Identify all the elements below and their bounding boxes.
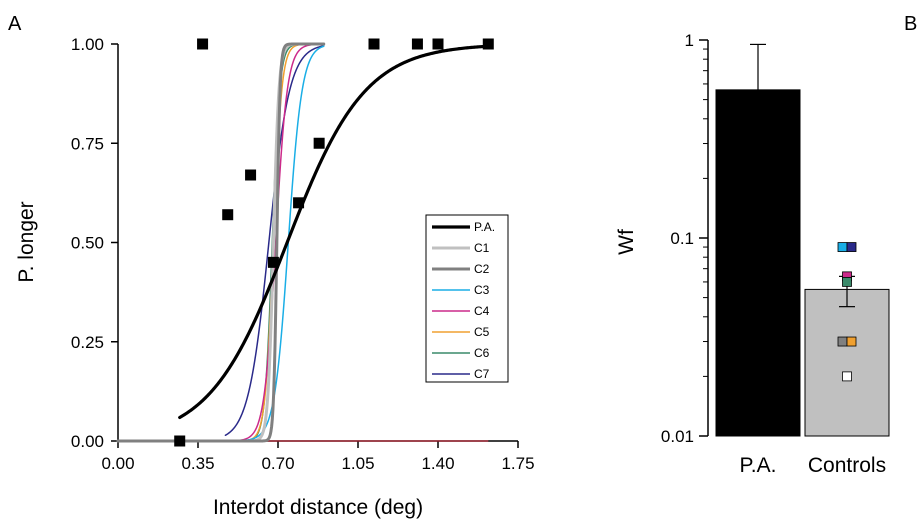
- y-axis-title-b: Wf: [615, 229, 638, 255]
- legend-label: P.A.: [474, 220, 495, 234]
- data-point-a: [174, 435, 186, 447]
- data-point-a: [411, 38, 423, 50]
- legend-a: P.A. C1 C2 C3 C4 C5 C6 C7: [425, 214, 509, 383]
- data-point-a: [432, 38, 444, 50]
- ticks-b: 0.01 0.1 1: [661, 31, 708, 446]
- x-tick-label-a: 0.00: [101, 454, 134, 473]
- series-line-pa: [178, 44, 490, 420]
- legend-label: C1: [474, 241, 490, 255]
- data-point-a: [313, 137, 325, 149]
- data-point-a: [197, 38, 209, 50]
- y-tick-label-b: 1: [685, 31, 694, 50]
- lines-a: [116, 42, 490, 443]
- bars-b: P.A. Controls: [715, 43, 890, 477]
- points-a: [174, 38, 494, 447]
- x-tick-label-a: 1.40: [421, 454, 454, 473]
- series-line-c2: [116, 42, 326, 443]
- y-tick-label-a: 0.50: [71, 234, 104, 253]
- x-axis-title-a: Interdot distance (deg): [213, 496, 423, 519]
- legend-label: C2: [474, 262, 490, 276]
- control-point: [846, 336, 857, 347]
- panel-letter-a: A: [8, 13, 22, 35]
- y-tick-label-a: 0.75: [71, 134, 104, 153]
- x-tick-label-a: 0.70: [261, 454, 294, 473]
- data-point-a: [222, 209, 234, 221]
- points-b: [837, 242, 857, 382]
- y-tick-label-a: 1.00: [71, 35, 104, 54]
- data-point-a: [482, 38, 494, 50]
- y-axis-title-a: P. longer: [15, 201, 38, 282]
- y-tick-label-b: 0.1: [670, 229, 694, 248]
- control-point: [846, 242, 857, 252]
- x-tick-label-a: 0.35: [181, 454, 214, 473]
- panel-a: 0.00 0.35 0.70 1.05 1.40 1.75 0.00 0.25 0.50 0.75…: [15, 35, 535, 519]
- x-category-label-b: P.A.: [740, 454, 777, 477]
- data-point-a: [267, 256, 279, 268]
- legend-box: [425, 214, 509, 383]
- legend-label: C5: [474, 325, 490, 339]
- data-point-a: [368, 38, 380, 50]
- y-tick-label-a: 0.25: [71, 333, 104, 352]
- control-point: [842, 277, 852, 287]
- panel-b: 0.01 0.1 1 P.A. Controls Wf: [615, 31, 890, 477]
- y-tick-label-b: 0.01: [661, 427, 694, 446]
- ticks-a: 0.00 0.35 0.70 1.05 1.40 1.75 0.00 0.25 0.50 0.75…: [71, 35, 535, 473]
- y-tick-label-a: 0.00: [71, 432, 104, 451]
- x-tick-label-a: 1.05: [341, 454, 374, 473]
- control-point: [837, 242, 848, 252]
- legend-label: C6: [474, 346, 490, 360]
- control-point: [837, 336, 848, 347]
- legend-label: C4: [474, 304, 490, 318]
- x-category-label-b: Controls: [808, 454, 886, 477]
- bar: [804, 288, 890, 437]
- panel-letter-b: B: [904, 13, 917, 35]
- legend-label: C7: [474, 367, 490, 381]
- bar: [715, 89, 801, 437]
- x-tick-label-a: 1.75: [501, 454, 534, 473]
- data-point-a: [245, 169, 257, 181]
- legend-label: C3: [474, 283, 490, 297]
- control-point: [842, 371, 852, 382]
- data-point-a: [293, 197, 305, 209]
